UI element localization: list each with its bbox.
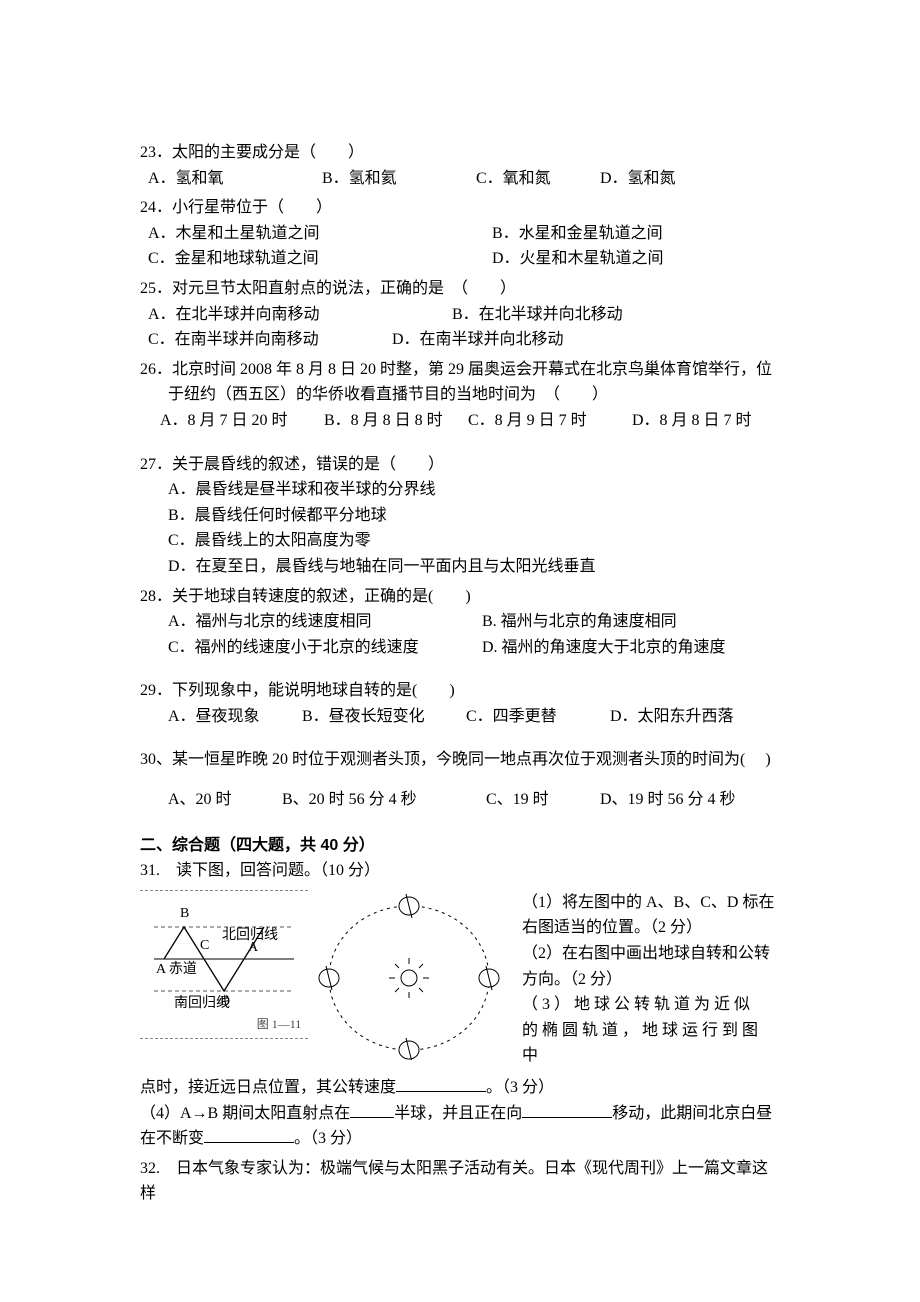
question-31: 31. 读下图，回答问题。（10 分） B C A D 北回归线 A 赤道 南回…	[140, 858, 780, 1152]
spacer	[140, 817, 780, 833]
tropic-s-label: 南回归线	[174, 994, 230, 1011]
q27-opt-b: B．晨昏线任何时候都平分地球	[140, 503, 780, 529]
q31-p4-line1: （4）A→B 期间太阳直射点在 半球，并且正在向 移动，此期间北京白昼	[140, 1101, 780, 1127]
q29-opt-a: A．昼夜现象	[168, 704, 298, 730]
q25-options-row2: C．在南半球并向南移动 D．在南半球并向北移动	[140, 327, 780, 353]
q26-stem2: 于纽约（西五区）的华侨收看直播节目的当地时间为 （ ）	[140, 382, 780, 408]
blank-input[interactable]	[396, 1075, 486, 1092]
q28-stem: 28．关于地球自转速度的叙述，正确的是( )	[140, 584, 780, 610]
q26-options: A．8 月 7 日 20 时 B．8 月 8 日 8 时 C．8 月 9 日 7…	[140, 408, 780, 434]
q31-p4-mid2: 移动，此期间北京白昼	[612, 1105, 772, 1122]
q24-options-row2: C．金星和地球轨道之间 D．火星和木星轨道之间	[140, 246, 780, 272]
q23-opt-c: C．氧和氮	[476, 166, 596, 192]
question-24: 24．小行星带位于（ ） A．木星和土星轨道之间 B．水星和金星轨道之间 C．金…	[140, 195, 780, 272]
equator-label: A 赤道	[156, 961, 197, 977]
question-27: 27．关于晨昏线的叙述，错误的是（ ） A．晨昏线是昼半球和夜半球的分界线 B．…	[140, 452, 780, 580]
q29-opt-d: D．太阳东升西落	[610, 708, 734, 725]
q25-opt-a: A．在北半球并向南移动	[148, 302, 448, 328]
q28-opt-c: C．福州的线速度小于北京的线速度	[168, 635, 478, 661]
blank-input[interactable]	[522, 1101, 612, 1118]
q31-figure-wrap: B C A D 北回归线 A 赤道 南回归线 图 1—11	[140, 890, 780, 1069]
q24-options-row1: A．木星和土星轨道之间 B．水星和金星轨道之间	[140, 221, 780, 247]
q26-opt-a: A．8 月 7 日 20 时	[160, 408, 320, 434]
q23-opt-d: D．氢和氮	[600, 166, 676, 192]
q29-options: A．昼夜现象 B．昼夜长短变化 C．四季更替 D．太阳东升西落	[140, 704, 780, 730]
tropic-n-label: 北回归线	[222, 926, 278, 943]
blank-input[interactable]	[204, 1126, 294, 1143]
q24-stem: 24．小行星带位于（ ）	[140, 195, 780, 221]
q31-p3c-prefix: 点时，接近远日点位置，其公转速度	[140, 1079, 396, 1096]
label-b: B	[180, 906, 189, 921]
q31-p2: （2）在右图中画出地球自转和公转方向。（2 分）	[522, 941, 780, 992]
blank-input[interactable]	[350, 1101, 394, 1118]
q29-opt-b: B．昼夜长短变化	[302, 704, 462, 730]
q29-opt-c: C．四季更替	[466, 704, 606, 730]
spacer	[140, 733, 780, 747]
q31-right-text: （1）将左图中的 A、B、C、D 标在右图适当的位置。（2 分） （2）在右图中…	[510, 890, 780, 1069]
q25-opt-d: D．在南半球并向北移动	[392, 327, 564, 353]
question-28: 28．关于地球自转速度的叙述，正确的是( ) A．福州与北京的线速度相同 B. …	[140, 584, 780, 661]
q24-opt-c: C．金星和地球轨道之间	[148, 246, 488, 272]
left-fig-caption: 图 1—11	[144, 1015, 304, 1034]
q26-opt-d: D．8 月 8 日 7 时	[632, 408, 752, 434]
q23-options: A．氢和氧 B．氢和氦 C．氧和氮 D．氢和氮	[140, 166, 780, 192]
q31-p4-line2-prefix: 在不断变	[140, 1130, 204, 1147]
q28-options-row1: A．福州与北京的线速度相同 B. 福州与北京的角速度相同	[140, 609, 780, 635]
q31-p4-mid1: 半球，并且正在向	[394, 1105, 522, 1122]
q25-opt-b: B．在北半球并向北移动	[452, 302, 623, 328]
q24-opt-b: B．水星和金星轨道之间	[492, 221, 663, 247]
q32-stem: 32. 日本气象专家认为：极端气候与太阳黑子活动有关。日本《现代周刊》上一篇文章…	[140, 1156, 780, 1207]
q27-opt-c: C．晨昏线上的太阳高度为零	[140, 528, 780, 554]
q24-opt-d: D．火星和木星轨道之间	[492, 246, 664, 272]
q27-stem: 27．关于晨昏线的叙述，错误的是（ ）	[140, 452, 780, 478]
q31-p3a: （3）地球公转轨道为近似	[522, 992, 780, 1018]
q31-p1: （1）将左图中的 A、B、C、D 标在右图适当的位置。（2 分）	[522, 890, 780, 941]
q26-stem1: 26．北京时间 2008 年 8 月 8 日 20 时整，第 29 届奥运会开幕…	[140, 357, 780, 383]
question-29: 29．下列现象中，能说明地球自转的是( ) A．昼夜现象 B．昼夜长短变化 C．…	[140, 678, 780, 729]
q31-p4-suffix: 。（3 分）	[294, 1130, 362, 1147]
question-23: 23．太阳的主要成分是（ ） A．氢和氧 B．氢和氦 C．氧和氮 D．氢和氮	[140, 140, 780, 191]
q25-options-row1: A．在北半球并向南移动 B．在北半球并向北移动	[140, 302, 780, 328]
q31-p3c-suffix: 。（3 分）	[486, 1079, 554, 1096]
q23-opt-a: A．氢和氧	[148, 166, 318, 192]
q26-opt-b: B．8 月 8 日 8 时	[324, 408, 464, 434]
q28-options-row2: C．福州的线速度小于北京的线速度 D. 福州的角速度大于北京的角速度	[140, 635, 780, 661]
question-32: 32. 日本气象专家认为：极端气候与太阳黑子活动有关。日本《现代周刊》上一篇文章…	[140, 1156, 780, 1207]
q27-opt-d: D．在夏至日，晨昏线与地轴在同一平面内且与太阳光线垂直	[140, 554, 780, 580]
q31-left-figure: B C A D 北回归线 A 赤道 南回归线 图 1—11	[140, 890, 308, 1039]
q30-options: A、20 时 B、20 时 56 分 4 秒 C、19 时 D、19 时 56 …	[140, 787, 780, 813]
q30-stem: 30、某一恒星昨晚 20 时位于观测者头顶，今晚同一地点再次位于观测者头顶的时间…	[140, 747, 780, 773]
q31-p4-line2: 在不断变 。（3 分）	[140, 1126, 780, 1152]
q28-opt-b: B. 福州与北京的角速度相同	[482, 613, 677, 630]
q29-stem: 29．下列现象中，能说明地球自转的是( )	[140, 678, 780, 704]
spacer	[140, 664, 780, 678]
q26-opt-c: C．8 月 9 日 7 时	[468, 408, 628, 434]
question-26: 26．北京时间 2008 年 8 月 8 日 20 时整，第 29 届奥运会开幕…	[140, 357, 780, 434]
q23-stem: 23．太阳的主要成分是（ ）	[140, 140, 780, 166]
spacer	[140, 438, 780, 452]
q28-opt-a: A．福州与北京的线速度相同	[168, 609, 478, 635]
question-30: 30、某一恒星昨晚 20 时位于观测者头顶，今晚同一地点再次位于观测者头顶的时间…	[140, 747, 780, 812]
q31-right-figure	[308, 890, 510, 1060]
q31-p3c: 点时，接近远日点位置，其公转速度 。（3 分）	[140, 1075, 780, 1101]
q28-opt-d: D. 福州的角速度大于北京的角速度	[482, 639, 726, 656]
q31-p4-prefix: （4）A→B 期间太阳直射点在	[140, 1105, 350, 1122]
spacer	[140, 773, 780, 787]
q23-opt-b: B．氢和氦	[322, 166, 472, 192]
orbit-diagram-icon	[314, 890, 504, 1060]
section-2-heading: 二、综合题（四大题，共 40 分）	[140, 833, 780, 859]
q25-stem: 25．对元旦节太阳直射点的说法，正确的是 （ ）	[140, 276, 780, 302]
q31-p3b: 的椭圆轨道，地球运行到图中	[522, 1018, 780, 1069]
q31-stem: 31. 读下图，回答问题。（10 分）	[140, 858, 780, 884]
q27-opt-a: A．晨昏线是昼半球和夜半球的分界线	[140, 477, 780, 503]
q30-opt-b: B、20 时 56 分 4 秒	[282, 787, 482, 813]
subsolar-diagram-icon: B C A D 北回归线 A 赤道 南回归线	[144, 897, 304, 1015]
label-c: C	[200, 938, 209, 953]
q25-opt-c: C．在南半球并向南移动	[148, 327, 388, 353]
q30-opt-c: C、19 时	[486, 787, 596, 813]
question-25: 25．对元旦节太阳直射点的说法，正确的是 （ ） A．在北半球并向南移动 B．在…	[140, 276, 780, 353]
q30-opt-d: D、19 时 56 分 4 秒	[600, 791, 736, 808]
q24-opt-a: A．木星和土星轨道之间	[148, 221, 488, 247]
q30-opt-a: A、20 时	[168, 787, 278, 813]
